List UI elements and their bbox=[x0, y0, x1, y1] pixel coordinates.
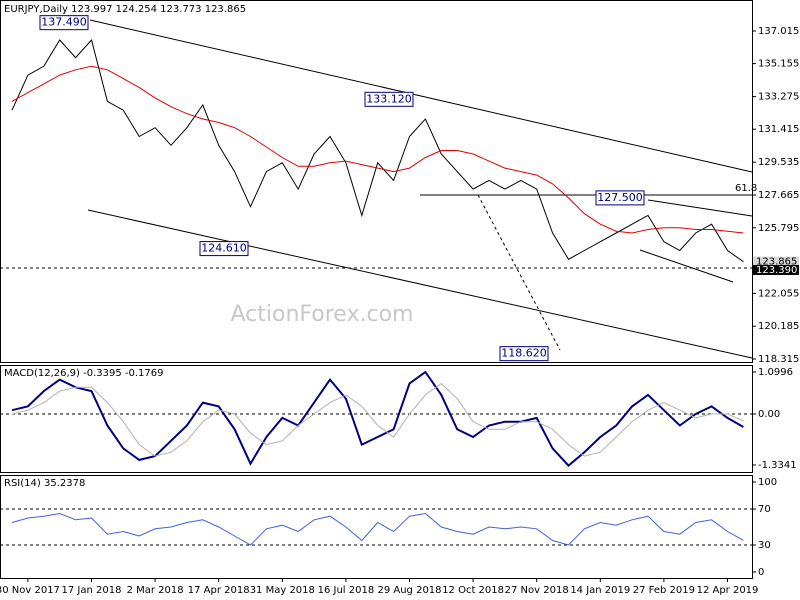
level-label: 127.500 bbox=[597, 191, 643, 204]
y-tick-label: 133.275 bbox=[758, 92, 799, 103]
level-box bbox=[199, 241, 249, 257]
price-box bbox=[753, 256, 799, 267]
price-box-label: 123.390 bbox=[756, 265, 797, 276]
trendlines bbox=[0, 19, 753, 359]
dashed-trend bbox=[477, 194, 561, 351]
x-tick-label: 12 Oct 2018 bbox=[442, 585, 504, 596]
level-label: 133.120 bbox=[366, 92, 412, 105]
watermark: ActionForex.com bbox=[231, 302, 414, 327]
level-box bbox=[595, 190, 645, 206]
level-box bbox=[364, 91, 414, 107]
y-tick-label: -1.3341 bbox=[758, 460, 797, 471]
fib-label: 61.8 bbox=[735, 183, 757, 194]
rsi-panel bbox=[0, 475, 753, 579]
y-tick-label: 129.535 bbox=[758, 157, 799, 168]
price-title: EURJPY,Daily 123.997 124.254 123.773 123… bbox=[4, 4, 246, 15]
x-tick-label: 17 Apr 2018 bbox=[188, 585, 250, 596]
channel-bottom bbox=[87, 209, 753, 359]
y-tick-label: 118.315 bbox=[758, 354, 799, 365]
macd-title: MACD(12,26,9) -0.3395 -0.1769 bbox=[4, 368, 164, 379]
y-tick-label: 1.0996 bbox=[758, 367, 793, 378]
series-line bbox=[11, 38, 744, 263]
level-box bbox=[499, 346, 549, 362]
x-tick-label: 27 Feb 2019 bbox=[633, 585, 695, 596]
level-label: 137.490 bbox=[41, 16, 87, 29]
y-tick-label: 100 bbox=[758, 477, 777, 488]
price-box-label: 123.865 bbox=[756, 257, 797, 268]
y-tick-label: 120.185 bbox=[758, 321, 799, 332]
price-box bbox=[753, 264, 799, 275]
x-tick-label: 31 May 2018 bbox=[250, 585, 315, 596]
y-tick-label: 137.015 bbox=[758, 26, 799, 37]
y-tick-label: 127.665 bbox=[758, 190, 799, 201]
y-tick-label: 0 bbox=[758, 567, 764, 578]
macd-panel bbox=[0, 365, 753, 473]
mini-channel-bottom bbox=[639, 249, 734, 283]
series-line bbox=[11, 512, 744, 546]
x-tick-label: 16 Jul 2018 bbox=[318, 585, 375, 596]
level-label: 124.610 bbox=[201, 242, 247, 255]
mini-channel-top bbox=[647, 199, 753, 217]
y-tick-label: 122.055 bbox=[758, 288, 799, 299]
series-line bbox=[11, 65, 744, 234]
x-tick-label: 2 Mar 2018 bbox=[127, 585, 184, 596]
price-panel bbox=[0, 0, 753, 363]
x-tick-label: 30 Nov 2017 bbox=[0, 585, 60, 596]
level-box bbox=[39, 15, 89, 31]
y-tick-label: 131.415 bbox=[758, 124, 799, 135]
level-label: 118.620 bbox=[501, 347, 547, 360]
x-tick-label: 14 Jan 2019 bbox=[570, 585, 630, 596]
x-tick-label: 17 Jan 2018 bbox=[62, 585, 122, 596]
rsi-title: RSI(14) 35.2378 bbox=[4, 478, 85, 489]
channel-top bbox=[89, 19, 753, 173]
y-tick-label: 125.795 bbox=[758, 223, 799, 234]
y-tick-label: 70 bbox=[758, 504, 771, 515]
series-line bbox=[11, 382, 744, 457]
x-tick-label: 29 Aug 2018 bbox=[377, 585, 441, 596]
x-tick-label: 12 Apr 2019 bbox=[697, 585, 759, 596]
y-tick-label: 30 bbox=[758, 540, 771, 551]
series-line bbox=[11, 370, 744, 467]
y-tick-label: 135.155 bbox=[758, 59, 799, 70]
y-tick-label: 0.00 bbox=[758, 409, 780, 420]
x-tick-label: 27 Nov 2018 bbox=[505, 585, 569, 596]
